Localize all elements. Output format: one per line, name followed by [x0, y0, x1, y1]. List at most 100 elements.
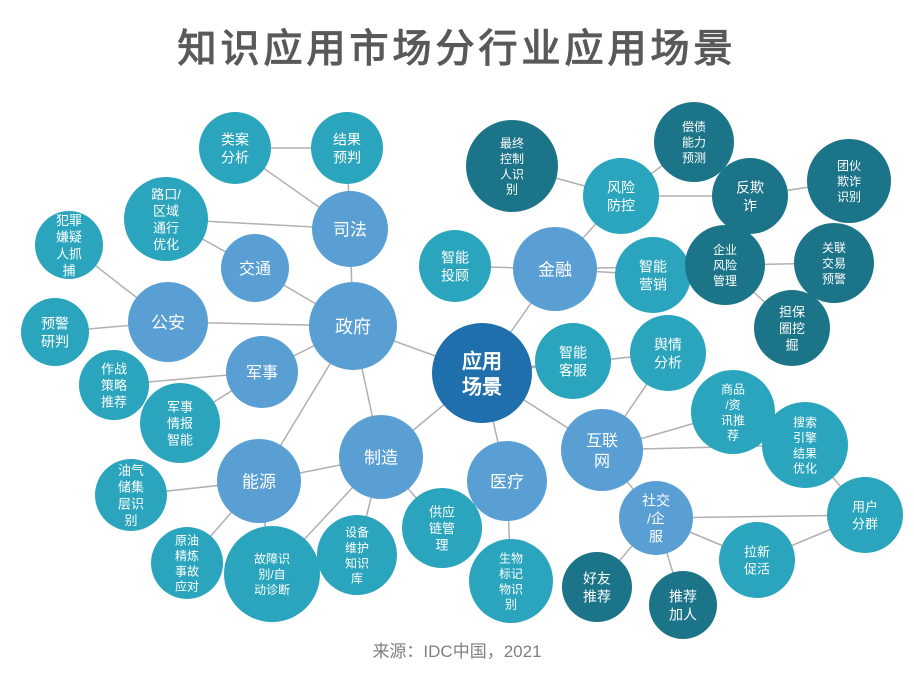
svg-text:别/自: 别/自 — [258, 568, 285, 582]
svg-text:社交: 社交 — [642, 493, 670, 509]
svg-text:风险: 风险 — [607, 179, 635, 195]
svg-text:军事: 军事 — [246, 364, 278, 382]
svg-text:链管: 链管 — [429, 521, 455, 536]
svg-text:通行: 通行 — [153, 220, 179, 235]
svg-text:维护: 维护 — [345, 541, 369, 555]
svg-text:制造: 制造 — [364, 449, 398, 468]
svg-text:客服: 客服 — [559, 362, 587, 378]
svg-text:供应: 供应 — [429, 504, 455, 519]
svg-text:加人: 加人 — [669, 606, 697, 622]
svg-text:储集: 储集 — [118, 480, 144, 495]
svg-text:金融: 金融 — [538, 261, 572, 280]
svg-text:搜索: 搜索 — [793, 415, 817, 430]
svg-text:服: 服 — [649, 528, 663, 544]
svg-text:好友: 好友 — [583, 570, 611, 586]
svg-text:诈: 诈 — [743, 197, 757, 213]
svg-text:网: 网 — [594, 453, 610, 470]
svg-text:引擎: 引擎 — [793, 430, 817, 445]
svg-text:防控: 防控 — [607, 197, 635, 213]
svg-text:投顾: 投顾 — [441, 267, 469, 283]
svg-text:区域: 区域 — [153, 204, 179, 219]
svg-text:识别: 识别 — [837, 190, 861, 204]
svg-text:偿债: 偿债 — [682, 119, 706, 134]
svg-text:预警: 预警 — [822, 271, 846, 286]
svg-text:捕: 捕 — [62, 263, 75, 278]
svg-text:互联: 互联 — [586, 432, 618, 450]
svg-text:事故: 事故 — [175, 563, 199, 578]
svg-text:能力: 能力 — [682, 136, 706, 150]
svg-text:人识: 人识 — [500, 167, 524, 181]
svg-text:担保: 担保 — [779, 304, 805, 319]
svg-text:智能: 智能 — [639, 258, 667, 274]
svg-text:物识: 物识 — [499, 582, 523, 596]
svg-text:预判: 预判 — [333, 149, 361, 165]
svg-text:犯罪: 犯罪 — [56, 213, 82, 228]
svg-text:故障识: 故障识 — [254, 551, 290, 566]
svg-text:掘: 掘 — [785, 338, 798, 353]
svg-text:类案: 类案 — [221, 131, 249, 147]
svg-text:作战: 作战 — [101, 361, 127, 376]
svg-text:智能: 智能 — [167, 433, 193, 448]
svg-text:标记: 标记 — [499, 567, 523, 581]
svg-text:舆情: 舆情 — [654, 336, 682, 352]
svg-text:情报: 情报 — [167, 416, 193, 431]
svg-text:最终: 最终 — [500, 136, 524, 151]
svg-text:别: 别 — [124, 513, 137, 528]
svg-text:知识: 知识 — [345, 556, 369, 570]
svg-text:管理: 管理 — [713, 273, 737, 288]
svg-text:应用: 应用 — [462, 349, 502, 373]
svg-text:风险: 风险 — [713, 258, 737, 273]
svg-text:讯推: 讯推 — [721, 413, 745, 427]
svg-text:营销: 营销 — [639, 276, 667, 292]
svg-text:应对: 应对 — [175, 579, 199, 594]
svg-text:别: 别 — [505, 598, 517, 612]
svg-text:路口/: 路口/ — [151, 187, 181, 202]
svg-text:场景: 场景 — [462, 376, 502, 399]
svg-text:分析: 分析 — [221, 149, 249, 165]
svg-text:策略: 策略 — [101, 378, 127, 393]
svg-text:油气: 油气 — [118, 463, 144, 478]
svg-text:团伙: 团伙 — [837, 159, 861, 173]
svg-text:智能: 智能 — [559, 344, 587, 360]
svg-text:促活: 促活 — [744, 561, 770, 576]
svg-text:人抓: 人抓 — [56, 246, 82, 261]
svg-text:欺诈: 欺诈 — [837, 175, 861, 189]
svg-text:关联: 关联 — [822, 241, 846, 255]
svg-text:医疗: 医疗 — [490, 473, 524, 492]
svg-text:圈挖: 圈挖 — [779, 321, 805, 336]
svg-text:交易: 交易 — [822, 256, 846, 271]
svg-text:生物: 生物 — [499, 552, 523, 566]
svg-text:智能: 智能 — [441, 249, 469, 265]
svg-text:库: 库 — [351, 571, 363, 586]
svg-text:政府: 政府 — [335, 317, 371, 337]
svg-text:理: 理 — [435, 538, 448, 553]
svg-text:控制: 控制 — [500, 152, 524, 166]
svg-text:/资: /资 — [725, 398, 740, 412]
svg-text:拉新: 拉新 — [744, 545, 770, 560]
svg-text:交通: 交通 — [239, 260, 271, 278]
svg-text:优化: 优化 — [153, 237, 179, 252]
svg-text:预警: 预警 — [41, 315, 69, 331]
svg-text:荐: 荐 — [727, 429, 739, 443]
svg-text:公安: 公安 — [151, 314, 185, 333]
svg-text:企业: 企业 — [713, 242, 737, 257]
svg-text:分析: 分析 — [654, 354, 682, 370]
svg-text:原油: 原油 — [175, 534, 199, 548]
svg-text:/企: /企 — [647, 510, 665, 526]
svg-text:结果: 结果 — [333, 131, 361, 147]
svg-text:分群: 分群 — [852, 516, 878, 531]
svg-text:能源: 能源 — [242, 473, 276, 492]
svg-text:研判: 研判 — [41, 333, 69, 349]
svg-text:别: 别 — [506, 183, 518, 197]
svg-text:推荐: 推荐 — [669, 588, 697, 604]
svg-text:动诊断: 动诊断 — [254, 582, 290, 597]
svg-text:嫌疑: 嫌疑 — [56, 230, 82, 245]
svg-text:预测: 预测 — [682, 151, 706, 165]
svg-text:推荐: 推荐 — [101, 395, 127, 410]
svg-text:精炼: 精炼 — [175, 548, 199, 563]
svg-text:结果: 结果 — [793, 446, 817, 460]
svg-text:设备: 设备 — [345, 526, 369, 540]
svg-text:商品: 商品 — [721, 382, 745, 397]
svg-text:司法: 司法 — [333, 221, 367, 240]
svg-text:推荐: 推荐 — [583, 588, 611, 604]
